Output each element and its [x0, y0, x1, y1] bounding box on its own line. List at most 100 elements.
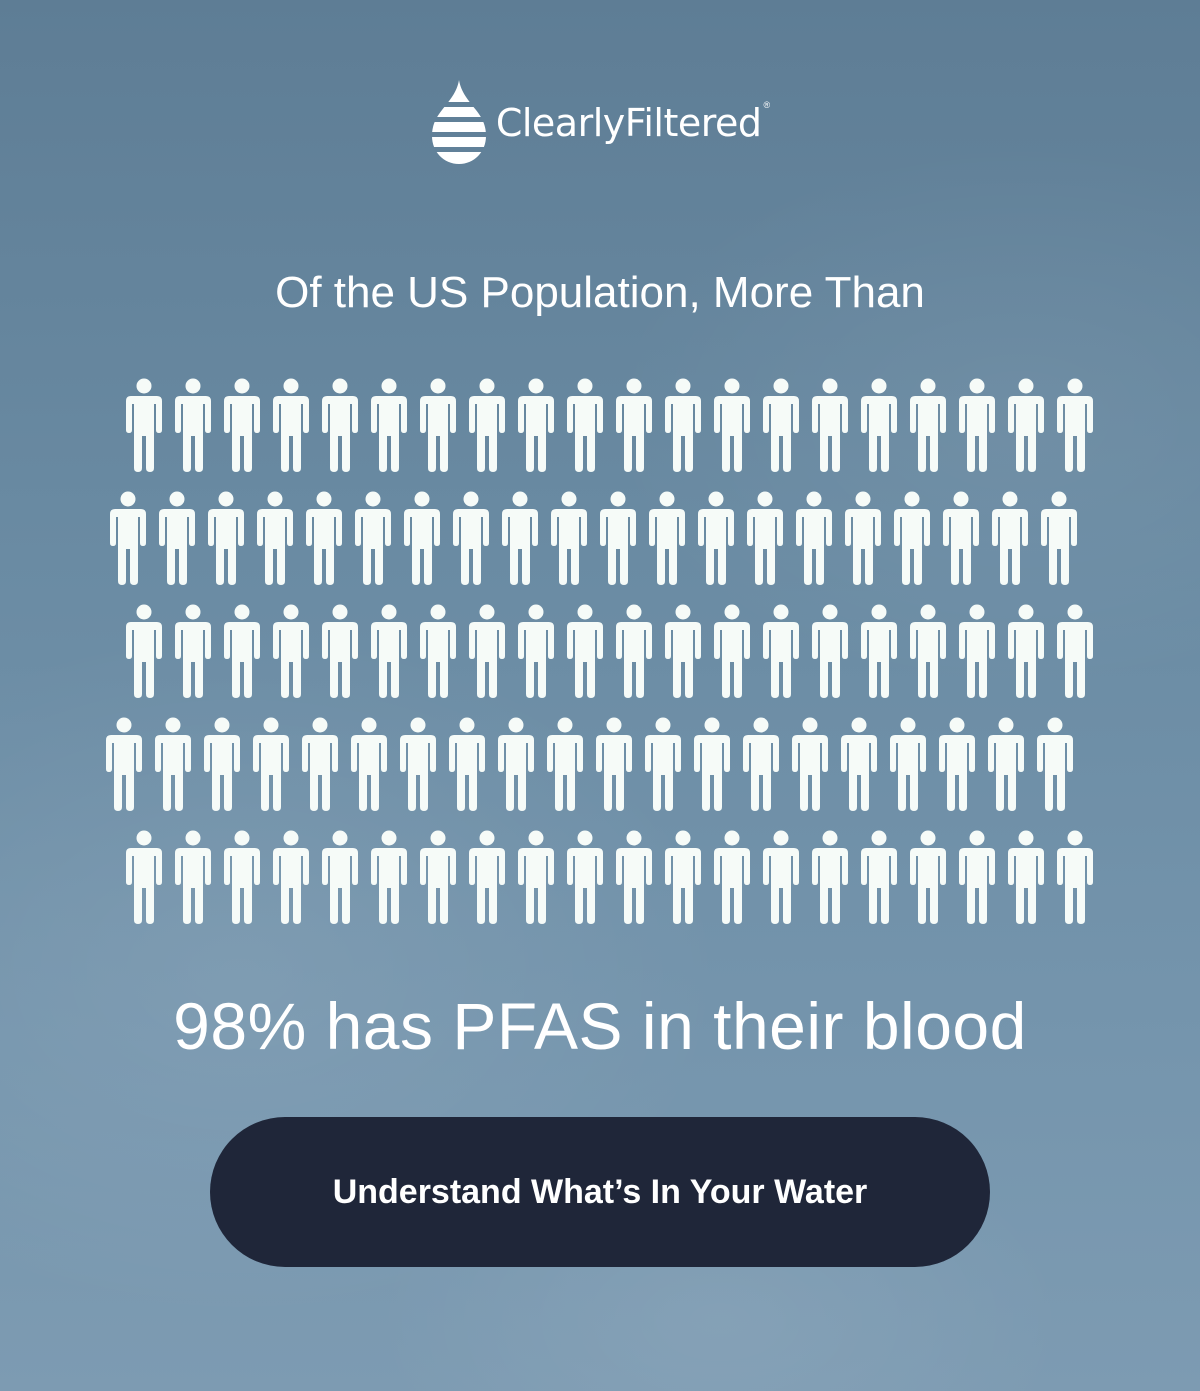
person-icon: [126, 604, 162, 698]
person-icon: [224, 604, 260, 698]
person-icon: [204, 717, 240, 811]
person-icon: [351, 717, 387, 811]
person-icon: [273, 378, 309, 472]
person-icon: [518, 604, 554, 698]
person-icon: [567, 830, 603, 924]
person-icon: [792, 717, 828, 811]
understand-water-button[interactable]: Understand What’s In Your Water: [210, 1117, 990, 1267]
person-icon: [567, 378, 603, 472]
person-icon: [845, 491, 881, 585]
person-icon: [910, 378, 946, 472]
person-icon: [420, 378, 456, 472]
person-icon: [665, 830, 701, 924]
pfas-headline: 98% has PFAS in their blood: [173, 989, 1027, 1063]
person-icon: [126, 378, 162, 472]
person-icon: [306, 491, 342, 585]
person-icon: [665, 378, 701, 472]
person-icon: [616, 830, 652, 924]
person-icon: [224, 378, 260, 472]
person-icon: [175, 378, 211, 472]
person-icon: [861, 378, 897, 472]
person-icon: [453, 491, 489, 585]
person-icon: [469, 830, 505, 924]
person-icon: [959, 604, 995, 698]
person-icon: [126, 830, 162, 924]
brand-logo[interactable]: ClearlyFiltered ®: [0, 70, 1200, 168]
person-icon: [812, 830, 848, 924]
person-icon: [420, 830, 456, 924]
person-icon: [714, 830, 750, 924]
person-icon: [747, 491, 783, 585]
person-icon: [596, 717, 632, 811]
person-icon: [110, 491, 146, 585]
person-icon: [812, 378, 848, 472]
person-icon: [645, 717, 681, 811]
person-icon: [665, 604, 701, 698]
person-icon: [812, 604, 848, 698]
person-icon: [518, 378, 554, 472]
person-icon: [224, 830, 260, 924]
person-icon: [1057, 378, 1093, 472]
person-icon: [763, 830, 799, 924]
person-icon: [322, 378, 358, 472]
person-icon: [616, 604, 652, 698]
person-icon: [763, 604, 799, 698]
person-icon: [371, 604, 407, 698]
person-icon: [1041, 491, 1077, 585]
person-icon: [1008, 604, 1044, 698]
people-grid: [0, 378, 1200, 938]
person-icon: [498, 717, 534, 811]
person-icon: [175, 604, 211, 698]
person-icon: [600, 491, 636, 585]
person-icon: [322, 830, 358, 924]
person-icon: [939, 717, 975, 811]
person-icon: [796, 491, 832, 585]
person-icon: [959, 378, 995, 472]
person-icon: [106, 717, 142, 811]
person-icon: [208, 491, 244, 585]
person-icon: [155, 717, 191, 811]
person-icon: [1008, 830, 1044, 924]
person-icon: [890, 717, 926, 811]
person-icon: [1057, 830, 1093, 924]
person-icon: [355, 491, 391, 585]
person-icon: [616, 378, 652, 472]
people-row: [110, 491, 1090, 591]
population-subtitle: Of the US Population, More Than: [275, 268, 925, 317]
person-icon: [449, 717, 485, 811]
person-icon: [518, 830, 554, 924]
person-icon: [273, 604, 309, 698]
person-icon: [910, 830, 946, 924]
person-icon: [175, 830, 211, 924]
person-icon: [404, 491, 440, 585]
person-icon: [714, 378, 750, 472]
person-icon: [253, 717, 289, 811]
person-icon: [910, 604, 946, 698]
person-icon: [273, 830, 309, 924]
person-icon: [988, 717, 1024, 811]
person-icon: [302, 717, 338, 811]
person-icon: [1057, 604, 1093, 698]
person-icon: [257, 491, 293, 585]
person-icon: [959, 830, 995, 924]
person-icon: [469, 378, 505, 472]
water-drop-icon: [431, 80, 486, 164]
person-icon: [992, 491, 1028, 585]
person-icon: [567, 604, 603, 698]
person-icon: [763, 378, 799, 472]
person-icon: [841, 717, 877, 811]
person-icon: [861, 604, 897, 698]
people-row: [126, 830, 1106, 930]
registered-mark: ®: [763, 100, 771, 110]
person-icon: [547, 717, 583, 811]
person-icon: [159, 491, 195, 585]
person-icon: [400, 717, 436, 811]
people-row: [126, 378, 1106, 478]
person-icon: [1008, 378, 1044, 472]
person-icon: [714, 604, 750, 698]
person-icon: [371, 830, 407, 924]
person-icon: [371, 378, 407, 472]
person-icon: [694, 717, 730, 811]
person-icon: [894, 491, 930, 585]
person-icon: [420, 604, 456, 698]
